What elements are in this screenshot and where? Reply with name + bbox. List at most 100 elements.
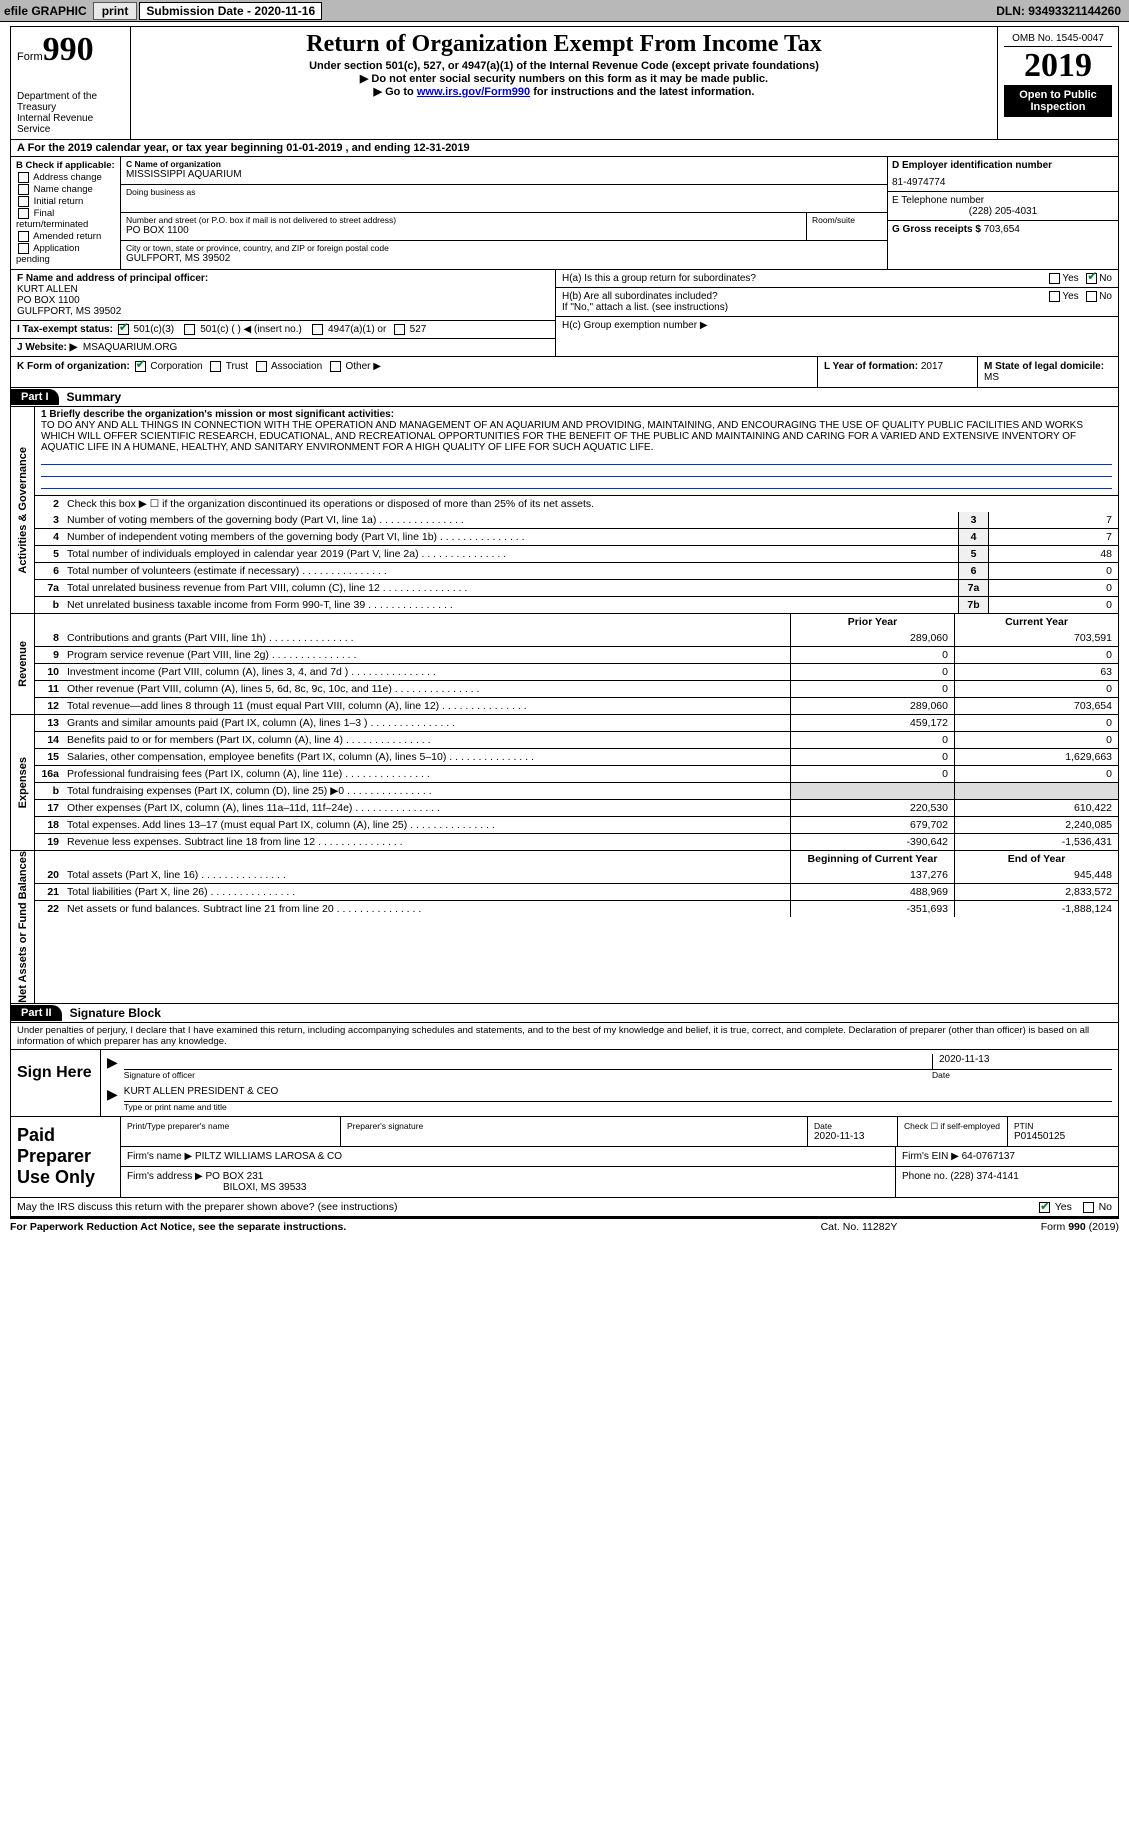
- table-row: 19 Revenue less expenses. Subtract line …: [35, 833, 1118, 850]
- chk-501c3[interactable]: [118, 324, 129, 335]
- table-row: 9 Program service revenue (Part VIII, li…: [35, 646, 1118, 663]
- table-row: 5 Total number of individuals employed i…: [35, 545, 1118, 562]
- header-block-bcd: B Check if applicable: Address change Na…: [10, 157, 1119, 270]
- table-row: 8 Contributions and grants (Part VIII, l…: [35, 630, 1118, 646]
- box-h-b: H(b) Are all subordinates included? Yes …: [556, 288, 1118, 317]
- box-j: J Website: ▶ MSAQUARIUM.ORG: [11, 339, 555, 356]
- mission-text: TO DO ANY AND ALL THINGS IN CONNECTION W…: [41, 420, 1083, 453]
- table-row: 7a Total unrelated business revenue from…: [35, 579, 1118, 596]
- ssn-warning: ▶ Do not enter social security numbers o…: [137, 72, 991, 85]
- blank-line: [41, 477, 1112, 489]
- arrow-icon: ▶: [107, 1086, 124, 1112]
- website: MSAQUARIUM.ORG: [83, 342, 177, 353]
- form-number: Form990: [17, 31, 124, 69]
- header-block-fhij: F Name and address of principal officer:…: [10, 270, 1119, 357]
- table-row: 20 Total assets (Part X, line 16) 137,27…: [35, 867, 1118, 883]
- chk-amended-return[interactable]: Amended return: [16, 231, 115, 242]
- chk-527[interactable]: [394, 324, 405, 335]
- section-expenses: Expenses 13 Grants and similar amounts p…: [10, 715, 1119, 851]
- chk-name-change[interactable]: Name change: [16, 184, 115, 195]
- box-h-c: H(c) Group exemption number ▶: [556, 317, 1118, 334]
- box-f: F Name and address of principal officer:…: [11, 270, 555, 321]
- officer-name-title: KURT ALLEN PRESIDENT & CEO: [124, 1086, 279, 1101]
- firm-addr1: PO BOX 231: [206, 1171, 264, 1182]
- efile-label: efile GRAPHIC: [0, 4, 91, 18]
- page-footer: For Paperwork Reduction Act Notice, see …: [10, 1217, 1119, 1233]
- box-k: K Form of organization: Corporation Trus…: [11, 357, 818, 387]
- table-row: 4 Number of independent voting members o…: [35, 528, 1118, 545]
- section-activities-governance: Activities & Governance 1 Briefly descri…: [10, 407, 1119, 614]
- chk-application-pending[interactable]: Application pending: [16, 243, 115, 265]
- chk-corp[interactable]: [135, 361, 146, 372]
- omb-number: OMB No. 1545-0047: [1004, 31, 1112, 47]
- table-row: 21 Total liabilities (Part X, line 26) 4…: [35, 883, 1118, 900]
- chk-assoc[interactable]: [256, 361, 267, 372]
- dept-irs: Internal Revenue Service: [17, 113, 124, 135]
- table-row: 22 Net assets or fund balances. Subtract…: [35, 900, 1118, 917]
- chk-address-change[interactable]: Address change: [16, 172, 115, 183]
- table-row: 11 Other revenue (Part VIII, column (A),…: [35, 680, 1118, 697]
- blank-line: [41, 453, 1112, 465]
- chk-hb-yes[interactable]: [1049, 291, 1060, 302]
- blank-line: [41, 465, 1112, 477]
- part1-header: Part I Summary: [10, 388, 1119, 407]
- open-to-public: Open to Public Inspection: [1004, 85, 1112, 117]
- tax-period: A For the 2019 calendar year, or tax yea…: [10, 140, 1119, 157]
- box-i: I Tax-exempt status: 501(c)(3) 501(c) ( …: [11, 321, 555, 339]
- table-row: 10 Investment income (Part VIII, column …: [35, 663, 1118, 680]
- table-row: 6 Total number of volunteers (estimate i…: [35, 562, 1118, 579]
- table-row: 13 Grants and similar amounts paid (Part…: [35, 715, 1118, 731]
- table-row: b Net unrelated business taxable income …: [35, 596, 1118, 613]
- telephone: (228) 205-4031: [892, 206, 1114, 217]
- chk-discuss-no[interactable]: [1083, 1202, 1094, 1213]
- print-button[interactable]: print: [93, 2, 138, 20]
- box-m: M State of legal domicile: MS: [978, 357, 1118, 387]
- perjury-declaration: Under penalties of perjury, I declare th…: [10, 1023, 1119, 1050]
- ein: 81-4974774: [892, 171, 1114, 188]
- table-row: 17 Other expenses (Part IX, column (A), …: [35, 799, 1118, 816]
- firm-ein: 64-0767137: [962, 1151, 1015, 1162]
- chk-discuss-yes[interactable]: [1039, 1202, 1050, 1213]
- section-revenue: Revenue Prior Year Current Year 8 Contri…: [10, 614, 1119, 715]
- line-1: 1 Briefly describe the organization's mi…: [35, 407, 1118, 453]
- submission-date: Submission Date - 2020-11-16: [139, 2, 322, 20]
- table-row: 14 Benefits paid to or for members (Part…: [35, 731, 1118, 748]
- chk-initial-return[interactable]: Initial return: [16, 196, 115, 207]
- irs-link[interactable]: www.irs.gov/Form990: [417, 86, 530, 98]
- box-c: C Name of organization MISSISSIPPI AQUAR…: [121, 157, 888, 269]
- prep-date: 2020-11-13: [814, 1131, 891, 1142]
- org-name: MISSISSIPPI AQUARIUM: [126, 169, 882, 180]
- dept-treasury: Department of the Treasury: [17, 91, 124, 113]
- discuss-line: May the IRS discuss this return with the…: [10, 1198, 1119, 1217]
- table-row: 18 Total expenses. Add lines 13–17 (must…: [35, 816, 1118, 833]
- table-row: 3 Number of voting members of the govern…: [35, 512, 1118, 528]
- form-title: Return of Organization Exempt From Incom…: [137, 31, 991, 58]
- table-row: b Total fundraising expenses (Part IX, c…: [35, 782, 1118, 799]
- dln: DLN: 93493321144260: [996, 4, 1129, 18]
- section-net-assets: Net Assets or Fund Balances Beginning of…: [10, 851, 1119, 1004]
- sign-date: 2020-11-13: [932, 1054, 1112, 1069]
- chk-final-return[interactable]: Final return/terminated: [16, 208, 115, 230]
- chk-501c[interactable]: [184, 324, 195, 335]
- table-row: 16a Professional fundraising fees (Part …: [35, 765, 1118, 782]
- gross-receipts: 703,654: [984, 224, 1020, 235]
- chk-ha-yes[interactable]: [1049, 273, 1060, 284]
- goto-link-line: ▶ Go to www.irs.gov/Form990 for instruct…: [137, 85, 991, 98]
- table-row: 15 Salaries, other compensation, employe…: [35, 748, 1118, 765]
- chk-other[interactable]: [330, 361, 341, 372]
- chk-4947[interactable]: [312, 324, 323, 335]
- org-city: GULFPORT, MS 39502: [126, 253, 882, 264]
- org-street: PO BOX 1100: [126, 225, 801, 236]
- firm-addr2: BILOXI, MS 39533: [127, 1182, 306, 1193]
- line-2: 2 Check this box ▶ ☐ if the organization…: [35, 495, 1118, 512]
- form-subtitle: Under section 501(c), 527, or 4947(a)(1)…: [137, 60, 991, 72]
- box-l: L Year of formation: 2017: [818, 357, 978, 387]
- chk-hb-no[interactable]: [1086, 291, 1097, 302]
- row-klm: K Form of organization: Corporation Trus…: [10, 357, 1119, 388]
- box-b: B Check if applicable: Address change Na…: [11, 157, 121, 269]
- firm-phone: (228) 374-4141: [950, 1171, 1018, 1182]
- sign-here-block: Sign Here ▶ 2020-11-13 Signature of offi…: [10, 1050, 1119, 1117]
- paid-preparer-block: Paid Preparer Use Only Print/Type prepar…: [10, 1117, 1119, 1198]
- chk-ha-no[interactable]: [1086, 273, 1097, 284]
- chk-trust[interactable]: [210, 361, 221, 372]
